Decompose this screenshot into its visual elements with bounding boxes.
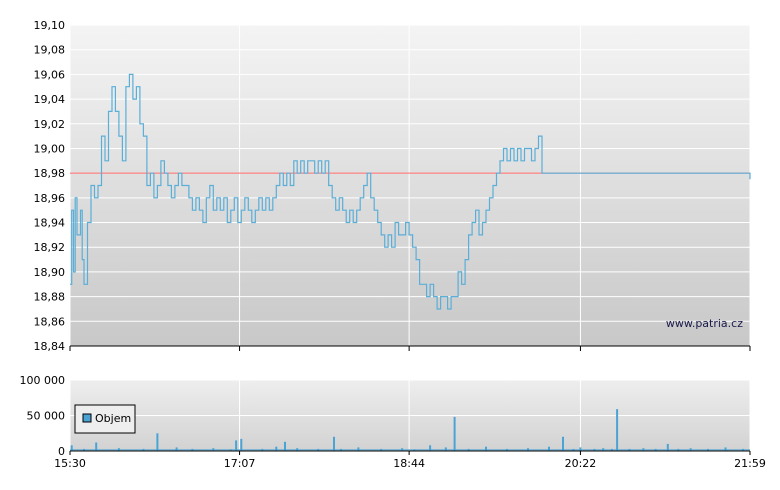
volume-bar [642, 448, 645, 451]
volume-bar [579, 447, 582, 451]
watermark: www.patria.cz [666, 317, 743, 330]
volume-x-tick-label: 21:59 [734, 457, 766, 470]
volume-bar [83, 448, 85, 451]
volume-x-tick-labels: 15:30 17:07 18:44 20:22 21:59 [54, 451, 766, 470]
volume-bar [380, 448, 383, 451]
volume-bar [191, 448, 194, 451]
price-series [70, 73, 751, 310]
price-y-tick-label: 19,06 [34, 68, 66, 81]
volume-bar [689, 448, 692, 451]
volume-bar [95, 442, 98, 451]
volume-bar [724, 447, 727, 451]
volume-bar [444, 447, 447, 451]
volume-bar [156, 433, 159, 452]
volume-bar [654, 448, 657, 451]
price-y-tick-label: 18,98 [34, 167, 66, 180]
volume-bar [602, 448, 605, 451]
volume-bar [401, 448, 404, 451]
price-y-tick-label: 18,90 [34, 266, 66, 279]
price-y-tick-label: 19,04 [34, 93, 66, 106]
price-y-tick-label: 18,88 [34, 291, 66, 304]
volume-bar [572, 448, 575, 451]
volume-bar [628, 448, 631, 451]
volume-bar [296, 448, 299, 451]
volume-y-tick-label: 0 [58, 445, 65, 458]
price-y-tick-label: 19,02 [34, 118, 66, 131]
volume-bar [333, 436, 335, 451]
price-y-tick-label: 19,08 [34, 44, 66, 57]
volume-x-tick-label: 20:22 [565, 457, 597, 470]
volume-bar [235, 440, 238, 451]
price-y-tick-labels: 19,10 19,08 19,06 19,04 19,02 19,00 18,98 18,96… [34, 19, 66, 353]
volume-bar [429, 445, 432, 451]
volume-bar [527, 448, 529, 451]
volume-y-tick-label: 50 000 [27, 410, 66, 423]
volume-bar [666, 443, 669, 451]
volume-bar [212, 448, 215, 451]
volume-bar [593, 448, 596, 451]
volume-bar [261, 448, 264, 451]
price-y-tick-label: 18,84 [34, 340, 66, 353]
volume-bar [707, 448, 709, 451]
volume-bar [485, 446, 487, 451]
price-line [70, 73, 751, 310]
volume-bar [562, 436, 564, 451]
volume-bar [413, 449, 416, 451]
price-y-tick-label: 18,92 [34, 241, 66, 254]
volume-series [70, 409, 750, 452]
volume-bar [506, 448, 508, 451]
volume-bar [284, 441, 286, 451]
price-panel: 19,10 19,08 19,06 19,04 19,02 19,00 18,98 18,96… [34, 19, 751, 353]
volume-bar [610, 448, 613, 451]
volume-bar [616, 409, 619, 451]
volume-bar [340, 448, 342, 451]
price-y-tick-label: 19,00 [34, 142, 66, 155]
volume-bar [677, 448, 680, 451]
volume-bar [742, 448, 744, 451]
volume-bar [317, 448, 320, 451]
volume-bar [467, 448, 470, 451]
volume-bar [142, 448, 145, 451]
volume-bar [548, 446, 550, 451]
price-x-ticks [69, 346, 751, 351]
legend-swatch [82, 413, 92, 423]
legend: Objem [74, 404, 136, 434]
volume-x-tick-label: 15:30 [54, 457, 86, 470]
volume-bar [357, 447, 360, 451]
volume-bar [229, 449, 232, 451]
volume-bar [240, 438, 243, 451]
volume-bar [175, 447, 178, 451]
volume-panel: 100 000 50 000 0 15:30 17:07 18:44 20:22 21:59… [20, 374, 766, 470]
volume-baseline [70, 449, 750, 451]
price-y-tick-label: 18,86 [34, 315, 66, 328]
volume-bar [453, 416, 456, 451]
volume-y-tick-label: 100 000 [20, 374, 66, 387]
price-y-tick-label: 18,94 [34, 217, 66, 230]
price-y-tick-label: 19,10 [34, 19, 66, 32]
price-y-tick-label: 18,96 [34, 192, 66, 205]
volume-bar [70, 445, 73, 451]
volume-bar [275, 446, 278, 451]
volume-x-tick-label: 18:44 [393, 457, 425, 470]
volume-x-tick-label: 17:07 [224, 457, 256, 470]
volume-bar [117, 448, 120, 451]
legend-label: Objem [95, 412, 131, 425]
volume-y-tick-labels: 100 000 50 000 0 [20, 374, 66, 458]
